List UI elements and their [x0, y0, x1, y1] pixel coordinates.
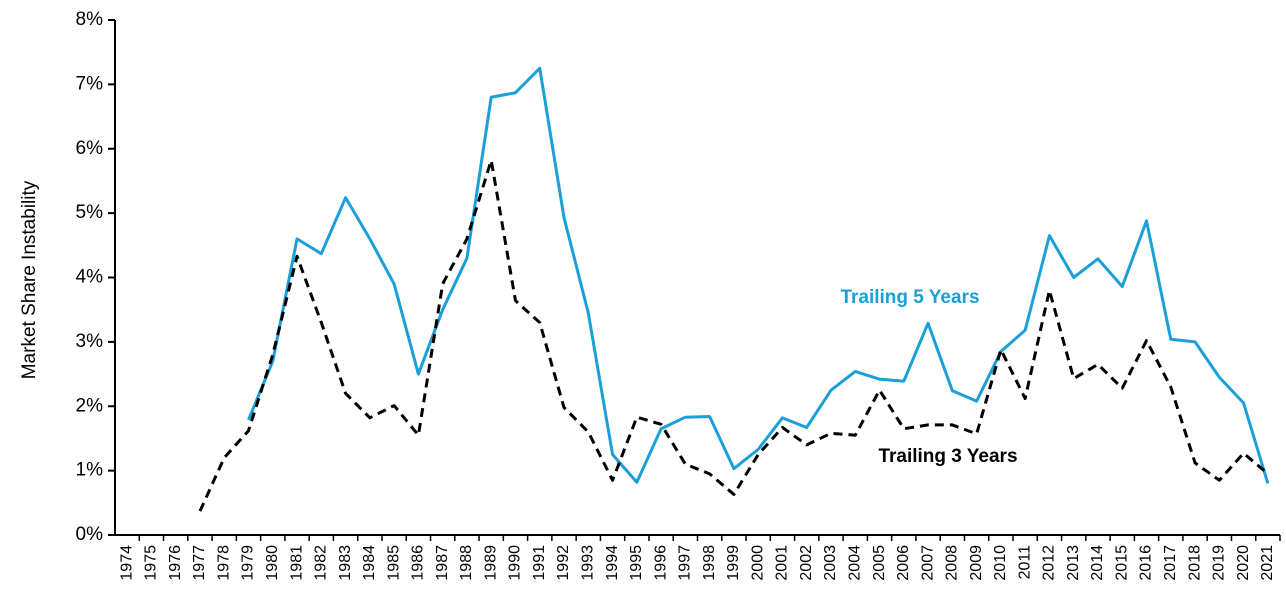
- x-tick-label: 1979: [240, 545, 257, 581]
- y-tick-label: 6%: [76, 138, 104, 159]
- x-tick-label: 1994: [604, 545, 621, 581]
- x-tick-label: 1996: [652, 545, 669, 581]
- x-tick-label: 2018: [1186, 545, 1203, 581]
- y-tick-label: 4%: [76, 267, 104, 288]
- y-tick-label: 7%: [76, 73, 104, 94]
- series-label: Trailing 3 Years: [878, 446, 1017, 467]
- x-tick-label: 1983: [337, 545, 354, 581]
- x-tick-label: 1998: [701, 545, 718, 581]
- x-tick-label: 2016: [1138, 545, 1155, 581]
- series-line: [247, 66, 1270, 484]
- x-tick-label: 1981: [288, 545, 305, 581]
- x-tick-label: 2006: [895, 545, 912, 581]
- x-tick-label: 1990: [507, 545, 524, 581]
- x-tick-label: 2009: [968, 545, 985, 581]
- x-tick-label: 2012: [1041, 545, 1058, 581]
- x-tick-label: 2013: [1065, 545, 1082, 581]
- x-tick-label: 2019: [1211, 545, 1228, 581]
- y-tick-label: 2%: [76, 395, 104, 416]
- y-tick-label: 8%: [76, 9, 104, 30]
- x-tick-label: 1975: [143, 545, 160, 581]
- x-tick-label: 2017: [1162, 545, 1179, 581]
- x-tick-label: 1997: [677, 545, 694, 581]
- x-tick-label: 2000: [749, 545, 766, 581]
- x-tick-label: 1984: [361, 545, 378, 581]
- x-tick-label: 1982: [313, 545, 330, 581]
- x-tick-label: 1989: [482, 545, 499, 581]
- x-tick-label: 1987: [434, 545, 451, 581]
- x-tick-label: 1988: [458, 545, 475, 581]
- x-tick-label: 1991: [531, 545, 548, 581]
- x-tick-label: 1976: [167, 545, 184, 581]
- y-tick-label: 5%: [76, 202, 104, 223]
- x-tick-label: 1999: [725, 545, 742, 581]
- x-tick-label: 2002: [798, 545, 815, 581]
- x-tick-label: 2021: [1259, 545, 1276, 581]
- x-tick-label: 2001: [774, 545, 791, 581]
- x-tick-label: 2008: [944, 545, 961, 581]
- x-tick-label: 2003: [822, 545, 839, 581]
- series-line: [198, 158, 1269, 512]
- x-tick-label: 2007: [919, 545, 936, 581]
- x-tick-label: 1977: [191, 545, 208, 581]
- x-tick-label: 2004: [846, 545, 863, 581]
- y-tick-label: 0%: [76, 524, 104, 545]
- x-tick-label: 1980: [264, 545, 281, 581]
- x-tick-label: 1986: [410, 545, 427, 581]
- x-tick-label: 1974: [118, 545, 135, 581]
- x-tick-label: 1978: [215, 545, 232, 581]
- series-label: Trailing 5 Years: [840, 287, 979, 308]
- y-tick-label: 3%: [76, 331, 104, 352]
- x-tick-label: 1993: [580, 545, 597, 581]
- y-tick-label: 1%: [76, 460, 104, 481]
- x-tick-label: 2014: [1089, 545, 1106, 581]
- x-tick-label: 1995: [628, 545, 645, 581]
- x-tick-label: 2010: [992, 545, 1009, 581]
- x-tick-label: 2020: [1235, 545, 1252, 581]
- y-axis-label: Market Share Instability: [19, 180, 40, 379]
- x-tick-label: 2011: [1016, 545, 1033, 580]
- x-tick-label: 2005: [871, 545, 888, 581]
- x-tick-label: 1992: [555, 545, 572, 581]
- x-tick-label: 1985: [385, 545, 402, 581]
- x-tick-label: 2015: [1113, 545, 1130, 581]
